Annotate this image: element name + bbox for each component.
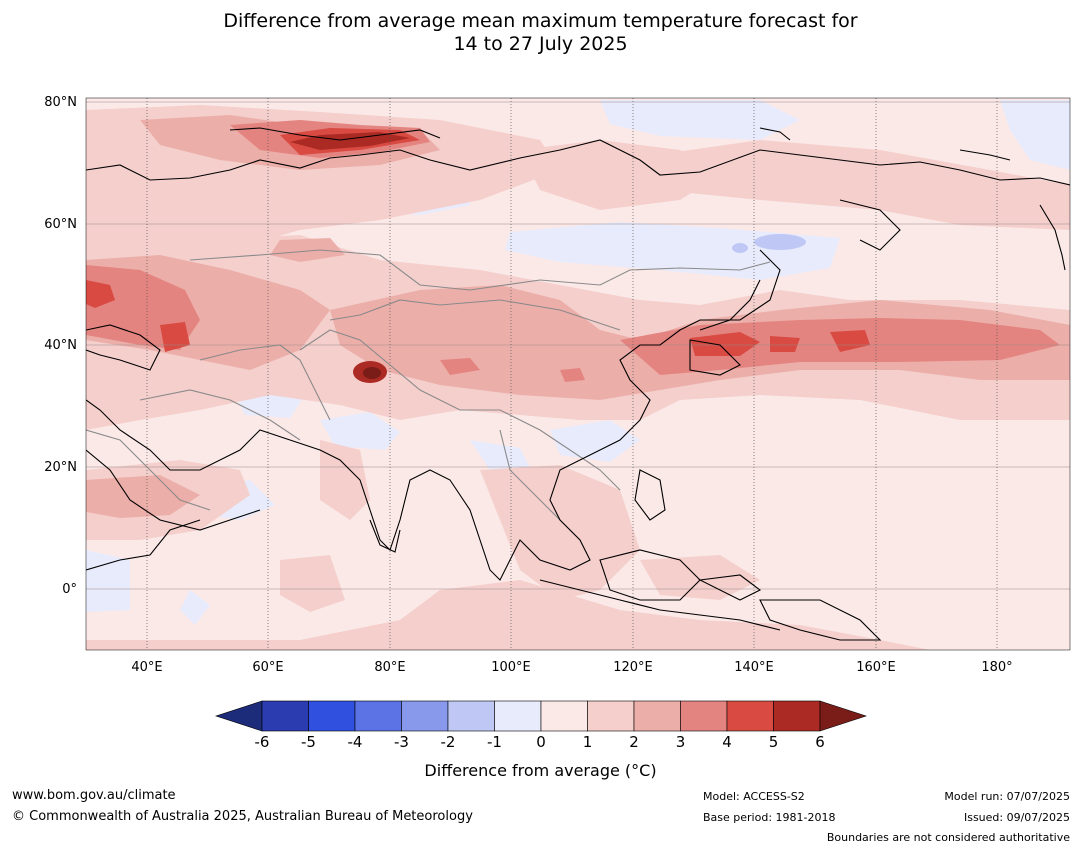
warm-anomaly-over-6	[363, 367, 381, 379]
colorbar-swatch	[308, 700, 356, 732]
base-period-text: Base period: 1981-2018	[703, 811, 836, 824]
model-run-text: Model run: 07/07/2025	[944, 790, 1070, 803]
lat-label-0: 0°	[62, 582, 77, 597]
colorbar-tick-label: 0	[536, 733, 546, 751]
colorbar-label: Difference from average (°C)	[424, 761, 657, 780]
lat-label-20n: 20°N	[44, 460, 77, 475]
title-line-1: Difference from average mean maximum tem…	[223, 10, 858, 32]
lat-label-40n: 40°N	[44, 338, 77, 353]
lon-label-140e: 140°E	[734, 660, 774, 675]
lon-label-160e: 160°E	[856, 660, 896, 675]
colorbar-swatch	[633, 700, 681, 732]
longitude-gridlines	[146, 98, 998, 650]
colorbar-tick-label: 1	[582, 733, 593, 751]
map-frame	[85, 97, 1071, 651]
colorbar-swatch	[540, 700, 588, 732]
colorbar-tick-label: -6	[254, 733, 270, 751]
colorbar-tick-label: -3	[394, 733, 409, 751]
colorbar-swatch	[401, 700, 449, 732]
colorbar-swatch	[261, 700, 309, 732]
colorbar-tick-label: -2	[440, 733, 456, 751]
colorbar-swatch	[726, 700, 774, 732]
chart-title: Difference from average mean maximum tem…	[0, 10, 1081, 56]
country-borders	[86, 249, 771, 521]
colorbar-swatch	[354, 700, 402, 732]
colorbar-swatch	[494, 700, 542, 732]
colorbar-tick-label: 5	[768, 733, 779, 751]
colorbar-tick-label: 4	[722, 733, 732, 751]
website-link[interactable]: www.bom.gov.au/climate	[12, 788, 176, 803]
coastlines	[86, 127, 1070, 641]
colorbar-extend-low	[215, 700, 263, 732]
colorbar-swatch	[447, 700, 495, 732]
lat-label-60n: 60°N	[44, 217, 77, 232]
colorbar-swatch	[773, 700, 821, 732]
colorbar	[215, 700, 867, 732]
lat-label-80n: 80°N	[44, 95, 77, 110]
lon-label-100e: 100°E	[491, 660, 531, 675]
colorbar-tick-label: -1	[487, 733, 502, 751]
lon-label-80e: 80°E	[374, 660, 406, 675]
colorbar-tick-label: 6	[815, 733, 825, 751]
anomaly-field	[86, 98, 1070, 650]
colorbar-swatch	[680, 700, 728, 732]
colorbar-tick-label: 2	[629, 733, 639, 751]
issued-text: Issued: 09/07/2025	[963, 811, 1070, 824]
lon-label-40e: 40°E	[131, 660, 163, 675]
lon-label-120e: 120°E	[613, 660, 653, 675]
title-line-2: 14 to 27 July 2025	[453, 33, 628, 55]
model-text: Model: ACCESS-S2	[703, 790, 805, 803]
lon-label-60e: 60°E	[252, 660, 284, 675]
colorbar-swatch	[587, 700, 635, 732]
lon-label-180: 180°	[981, 660, 1013, 675]
colorbar-extend-high	[819, 700, 867, 732]
disclaimer-text: Boundaries are not considered authoritat…	[826, 831, 1070, 844]
colorbar-tick-label: 3	[675, 733, 686, 751]
colorbar-tick-label: -5	[301, 733, 316, 751]
copyright-text: © Commonwealth of Australia 2025, Austra…	[12, 809, 473, 824]
colorbar-tick-label: -4	[347, 733, 363, 751]
